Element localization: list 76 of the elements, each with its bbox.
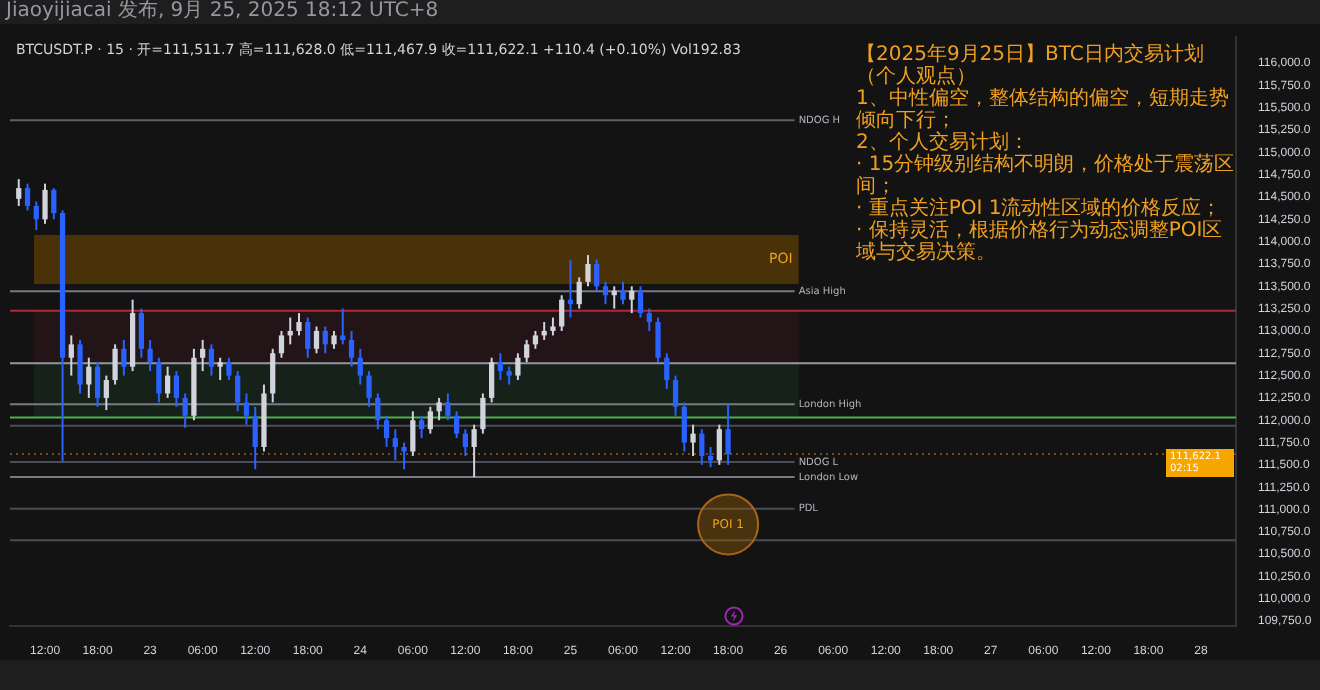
candlestick: [313, 325, 320, 355]
candlestick: [559, 294, 565, 332]
candlestick: [278, 329, 285, 359]
candlestick: [445, 392, 451, 422]
candlestick: [664, 352, 670, 390]
candlestick: [716, 423, 722, 466]
candlestick: [24, 182, 31, 212]
candlestick: [357, 347, 363, 386]
candlestick: [42, 182, 48, 225]
candlestick: [602, 280, 609, 306]
candlestick: [629, 285, 635, 315]
candlestick: [655, 316, 661, 364]
candlestick: [156, 356, 162, 404]
candlestick: [524, 338, 530, 364]
candlestick: [165, 365, 171, 399]
candlestick: [340, 307, 346, 346]
candlestick: [585, 254, 591, 288]
candlestick: [348, 329, 355, 368]
candlestick: [77, 338, 83, 395]
candlestick: [576, 276, 582, 310]
chart-subtitle: Jiaoyijiacai 发布, 9月 25, 2025 18:12 UTC+8: [6, 0, 439, 24]
candlestick: [270, 347, 276, 404]
candlestick: [699, 428, 705, 466]
annotation: · 保持灵活，根据价格行为动态调整POI区域与交易决策。: [856, 220, 1225, 264]
candlestick: [462, 428, 468, 457]
candlestick: [147, 338, 153, 373]
candlestick: [217, 356, 223, 382]
candlestick: [594, 258, 600, 292]
candlestick: [427, 405, 433, 435]
candlestick: [436, 396, 442, 422]
candlestick: [86, 356, 92, 399]
candlestick: [620, 280, 626, 306]
candlestick: [453, 410, 460, 440]
candlestick: [200, 338, 206, 373]
candlestick: [305, 316, 311, 359]
candlestick: [51, 187, 57, 221]
candlestick: [235, 370, 241, 413]
candlestick: [681, 401, 687, 453]
candlestick: [322, 325, 328, 355]
candlestick: [112, 343, 118, 386]
candlestick: [366, 370, 372, 408]
candlestick: [252, 405, 258, 471]
candlestick: [173, 370, 180, 408]
candlestick: [515, 352, 521, 382]
candlestick: [121, 338, 127, 377]
candlestick: [392, 428, 398, 462]
candlestick: [480, 392, 486, 435]
annotation: 1、中性偏空，整体结构的偏空，短期走势倾向下行；: [856, 88, 1231, 132]
candlestick: [208, 343, 215, 377]
candlestick: [471, 423, 477, 479]
candlestick: [226, 356, 232, 382]
candlestick: [243, 392, 250, 426]
candlestick: [182, 392, 188, 429]
candlestick: [637, 285, 644, 319]
candlestick: [418, 414, 425, 440]
candlestick: [138, 307, 144, 359]
candlestick: [401, 441, 407, 471]
candlestick: [410, 410, 416, 457]
candlestick: [690, 423, 696, 457]
candlestick: [33, 200, 39, 232]
annotation: 2、个人交易计划：: [856, 132, 1031, 154]
candlestick: [94, 361, 101, 408]
candlestick: [296, 312, 302, 337]
candlestick: [497, 352, 504, 382]
candlestick: [725, 403, 731, 466]
annotation: · 重点关注POI 1流动性区域的价格反应；: [856, 198, 1224, 220]
candlestick: [646, 307, 652, 332]
candlestick: [68, 334, 74, 377]
candlestick: [103, 374, 109, 412]
candlestick: [672, 374, 679, 417]
annotation: 【2025年9月25日】BTC日内交易计划（个人观点）: [856, 44, 1204, 88]
candlestick: [16, 178, 22, 207]
candlestick: [489, 356, 495, 404]
candlestick: [375, 392, 381, 431]
annotation: · 15分钟级别结构不明朗，价格处于震荡区间；: [856, 154, 1237, 198]
candlestick: [383, 414, 390, 449]
